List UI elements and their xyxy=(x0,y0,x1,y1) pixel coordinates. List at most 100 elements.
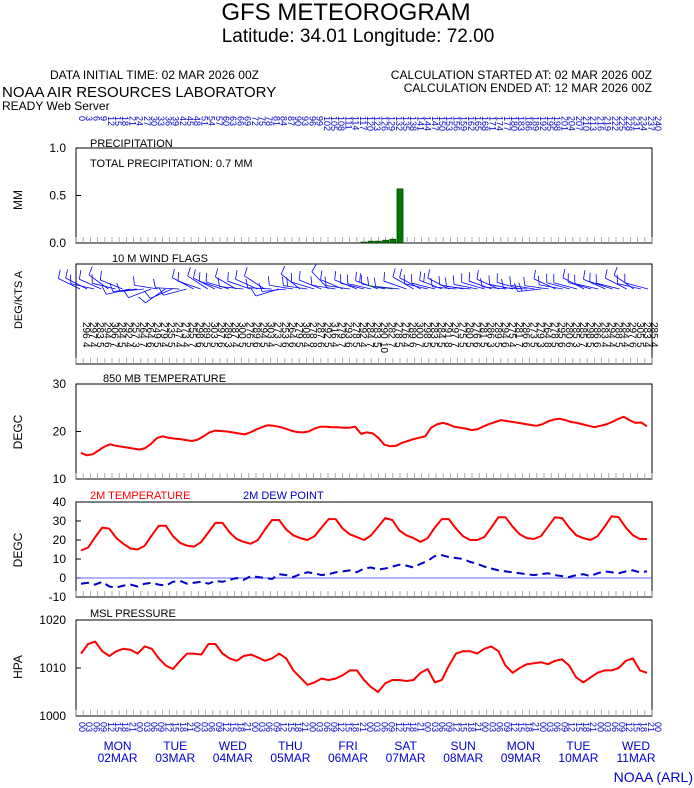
barb-shaft xyxy=(280,273,301,290)
day-date-label: 03MAR xyxy=(155,751,195,765)
wind-barb xyxy=(310,276,336,290)
wind-speed-label: 4 xyxy=(400,342,411,348)
wind-barb xyxy=(258,282,286,292)
barb-shaft xyxy=(325,285,350,290)
utc-hour-label: 18 xyxy=(523,722,533,732)
barb-shaft xyxy=(244,275,265,290)
barb-shaft xyxy=(206,281,230,290)
wind-speed-label: 4 xyxy=(123,342,134,348)
wind-direction-label: 264 xyxy=(137,322,148,339)
wind-barb xyxy=(235,270,258,290)
utc-hour-label: 09 xyxy=(387,722,397,732)
y-tick-label: 1000 xyxy=(39,709,66,723)
barb-feather xyxy=(138,296,146,304)
wind-speed-label: 4 xyxy=(605,342,616,348)
wind-speed-label: 5 xyxy=(371,342,382,348)
utc-hour-label: 15 xyxy=(574,722,584,732)
wind-speed-label: 3 xyxy=(130,342,141,348)
barb-shaft xyxy=(70,283,95,290)
msl-ylabel: HPA xyxy=(11,655,25,679)
wind-direction-label: 297 xyxy=(87,322,98,339)
wind-direction-label: 291 xyxy=(442,322,453,339)
barb-shaft xyxy=(461,282,485,290)
day-date-label: 02MAR xyxy=(98,751,138,765)
forecast-hour-label: 225 xyxy=(617,116,627,131)
wind-barb xyxy=(514,282,542,292)
wind-direction-label: 284 xyxy=(620,322,631,339)
wind-speed-label: 7 xyxy=(385,342,396,348)
utc-hour-label: 03 xyxy=(372,722,382,732)
wind-direction-label: 284 xyxy=(364,322,375,339)
utc-hour-label: 06 xyxy=(610,722,620,732)
precip-title: PRECIPITATION xyxy=(90,138,173,150)
day-name-label: TUE xyxy=(566,739,590,753)
wind-speed-label: 5 xyxy=(350,342,361,348)
forecast-hour-label: 39 xyxy=(171,116,181,126)
day-date-label: 05MAR xyxy=(270,751,310,765)
wind-speed-label: 5 xyxy=(463,342,474,348)
wind-speed-label: 6 xyxy=(343,342,354,348)
wind-speed-label: 3 xyxy=(534,342,545,348)
wind-direction-label: 280 xyxy=(463,322,474,339)
forecast-hour-label: 162 xyxy=(466,116,476,131)
wind-speed-label: 7 xyxy=(577,342,588,348)
forecast-hour-label: 156 xyxy=(451,116,461,131)
t850-title: 850 MB TEMPERATURE xyxy=(103,373,226,385)
barb-shaft xyxy=(568,282,592,290)
y-tick-label: 20 xyxy=(53,425,67,439)
barb-shaft xyxy=(375,286,400,290)
utc-hour-label: 21 xyxy=(300,722,310,732)
wind-speed-label: 5 xyxy=(116,342,127,348)
panel-frame xyxy=(75,619,653,717)
wind-speed-label: 5 xyxy=(94,342,105,348)
barb-feather xyxy=(280,265,286,275)
forecast-hour-label: 0 xyxy=(77,116,87,121)
wind-direction-label: 279 xyxy=(158,322,169,339)
wind-direction-label: 283 xyxy=(371,322,382,339)
barb-feather xyxy=(58,269,61,279)
forecast-hour-label: 144 xyxy=(423,116,433,131)
utc-hour-label: 15 xyxy=(113,722,123,732)
forecast-hour-label: 159 xyxy=(459,116,469,131)
utc-hour-label: 21 xyxy=(127,722,137,732)
barb-shaft xyxy=(347,283,372,290)
forecast-hour-label: 147 xyxy=(430,116,440,131)
wind-speed-label: 6 xyxy=(250,342,261,348)
forecast-hour-label: 57 xyxy=(214,116,224,126)
utc-hour-label: 21 xyxy=(473,722,483,732)
forecast-hour-label: 192 xyxy=(538,116,548,131)
wind-direction-label: 303 xyxy=(208,322,219,339)
utc-hour-label: 12 xyxy=(624,722,634,732)
barb-feather xyxy=(245,278,249,288)
wind-direction-label: 286 xyxy=(520,322,531,339)
day-name-label: MON xyxy=(104,739,132,753)
forecast-hour-label: 96 xyxy=(307,116,317,126)
wind-speed-label: 6 xyxy=(407,342,418,348)
utc-hour-label: 21 xyxy=(531,722,541,732)
precipitation-panel: PRECIPITATION TOTAL PRECIPITATION: 0.7 M… xyxy=(11,138,653,250)
forecast-hour-label: 204 xyxy=(567,116,577,131)
barb-shaft xyxy=(617,283,641,290)
wind-speed-label: 6 xyxy=(144,342,155,348)
utc-hour-label: 18 xyxy=(178,722,188,732)
wind-speed-label: 5 xyxy=(478,342,489,348)
forecast-hour-label: 45 xyxy=(185,116,195,126)
2m-dew-point-line xyxy=(80,554,648,589)
barb-shaft xyxy=(219,286,244,290)
wind-speed-label: 6 xyxy=(101,342,112,348)
utc-hour-label: 18 xyxy=(120,722,130,732)
wind-speed-label: 5 xyxy=(243,342,254,348)
forecast-hour-label: 42 xyxy=(178,116,188,126)
wind-barb xyxy=(172,268,194,290)
forecast-hour-label: 168 xyxy=(480,116,490,131)
wind-speed-label: 6 xyxy=(627,342,638,348)
wind-barb xyxy=(158,287,187,296)
wind-direction-label: 275 xyxy=(506,322,517,339)
wind-speed-label: 4 xyxy=(648,342,659,348)
day-date-label: 06MAR xyxy=(328,751,368,765)
forecast-hour-label: 171 xyxy=(487,116,497,131)
barb-feather xyxy=(267,276,270,286)
wind-barb xyxy=(122,288,152,298)
wind-barb xyxy=(553,273,578,290)
wind-barb xyxy=(70,274,95,290)
